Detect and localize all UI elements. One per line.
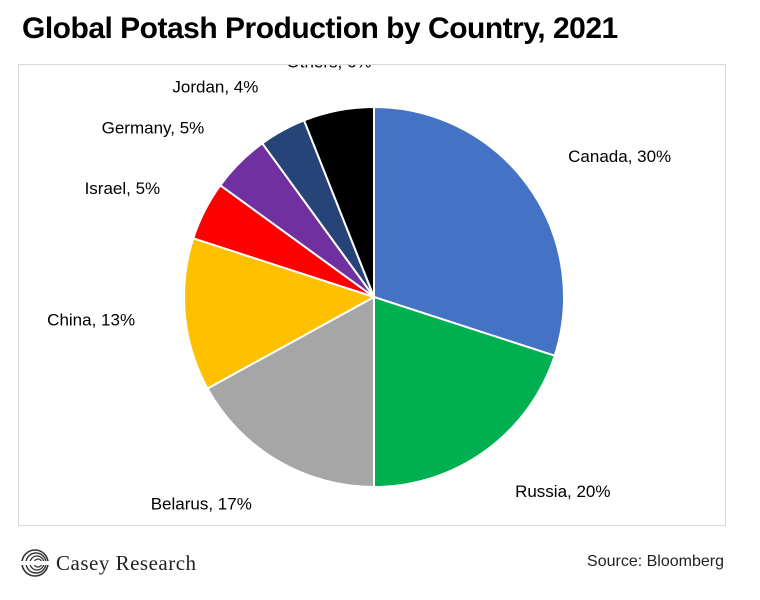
pie-slice-canada [373, 105, 565, 357]
data-label-jordan: Jordan, 4% [172, 78, 258, 97]
casey-research-logo: Casey Research [20, 546, 197, 580]
pie-slice-china [183, 237, 377, 390]
pie-slice-russia [373, 295, 556, 489]
data-label-belarus: Belarus, 17% [151, 495, 252, 514]
pie-slice-others [302, 105, 375, 298]
data-label-germany: Germany, 5% [102, 118, 205, 137]
chart-title: Global Potash Production by Country, 202… [22, 12, 618, 45]
logo-text: Casey Research [56, 550, 197, 575]
data-label-israel: Israel, 5% [85, 179, 161, 198]
pie-labels: Canada, 30% Russia, 20% Belarus, 17% China,… [47, 65, 671, 514]
pie-slices [183, 105, 565, 489]
chart-area: Canada, 30% Russia, 20% Belarus, 17% China,… [18, 64, 726, 526]
pie-chart: Canada, 30% Russia, 20% Belarus, 17% China,… [47, 65, 671, 514]
data-label-china: China, 13% [47, 311, 135, 330]
data-label-canada: Canada, 30% [568, 147, 671, 166]
spiral-logo-icon [20, 549, 50, 577]
data-label-russia: Russia, 20% [515, 482, 610, 501]
source-note: Source: Bloomberg [587, 553, 724, 570]
pie-slice-belarus [206, 295, 375, 489]
data-label-others: Others, 6% [287, 65, 372, 71]
